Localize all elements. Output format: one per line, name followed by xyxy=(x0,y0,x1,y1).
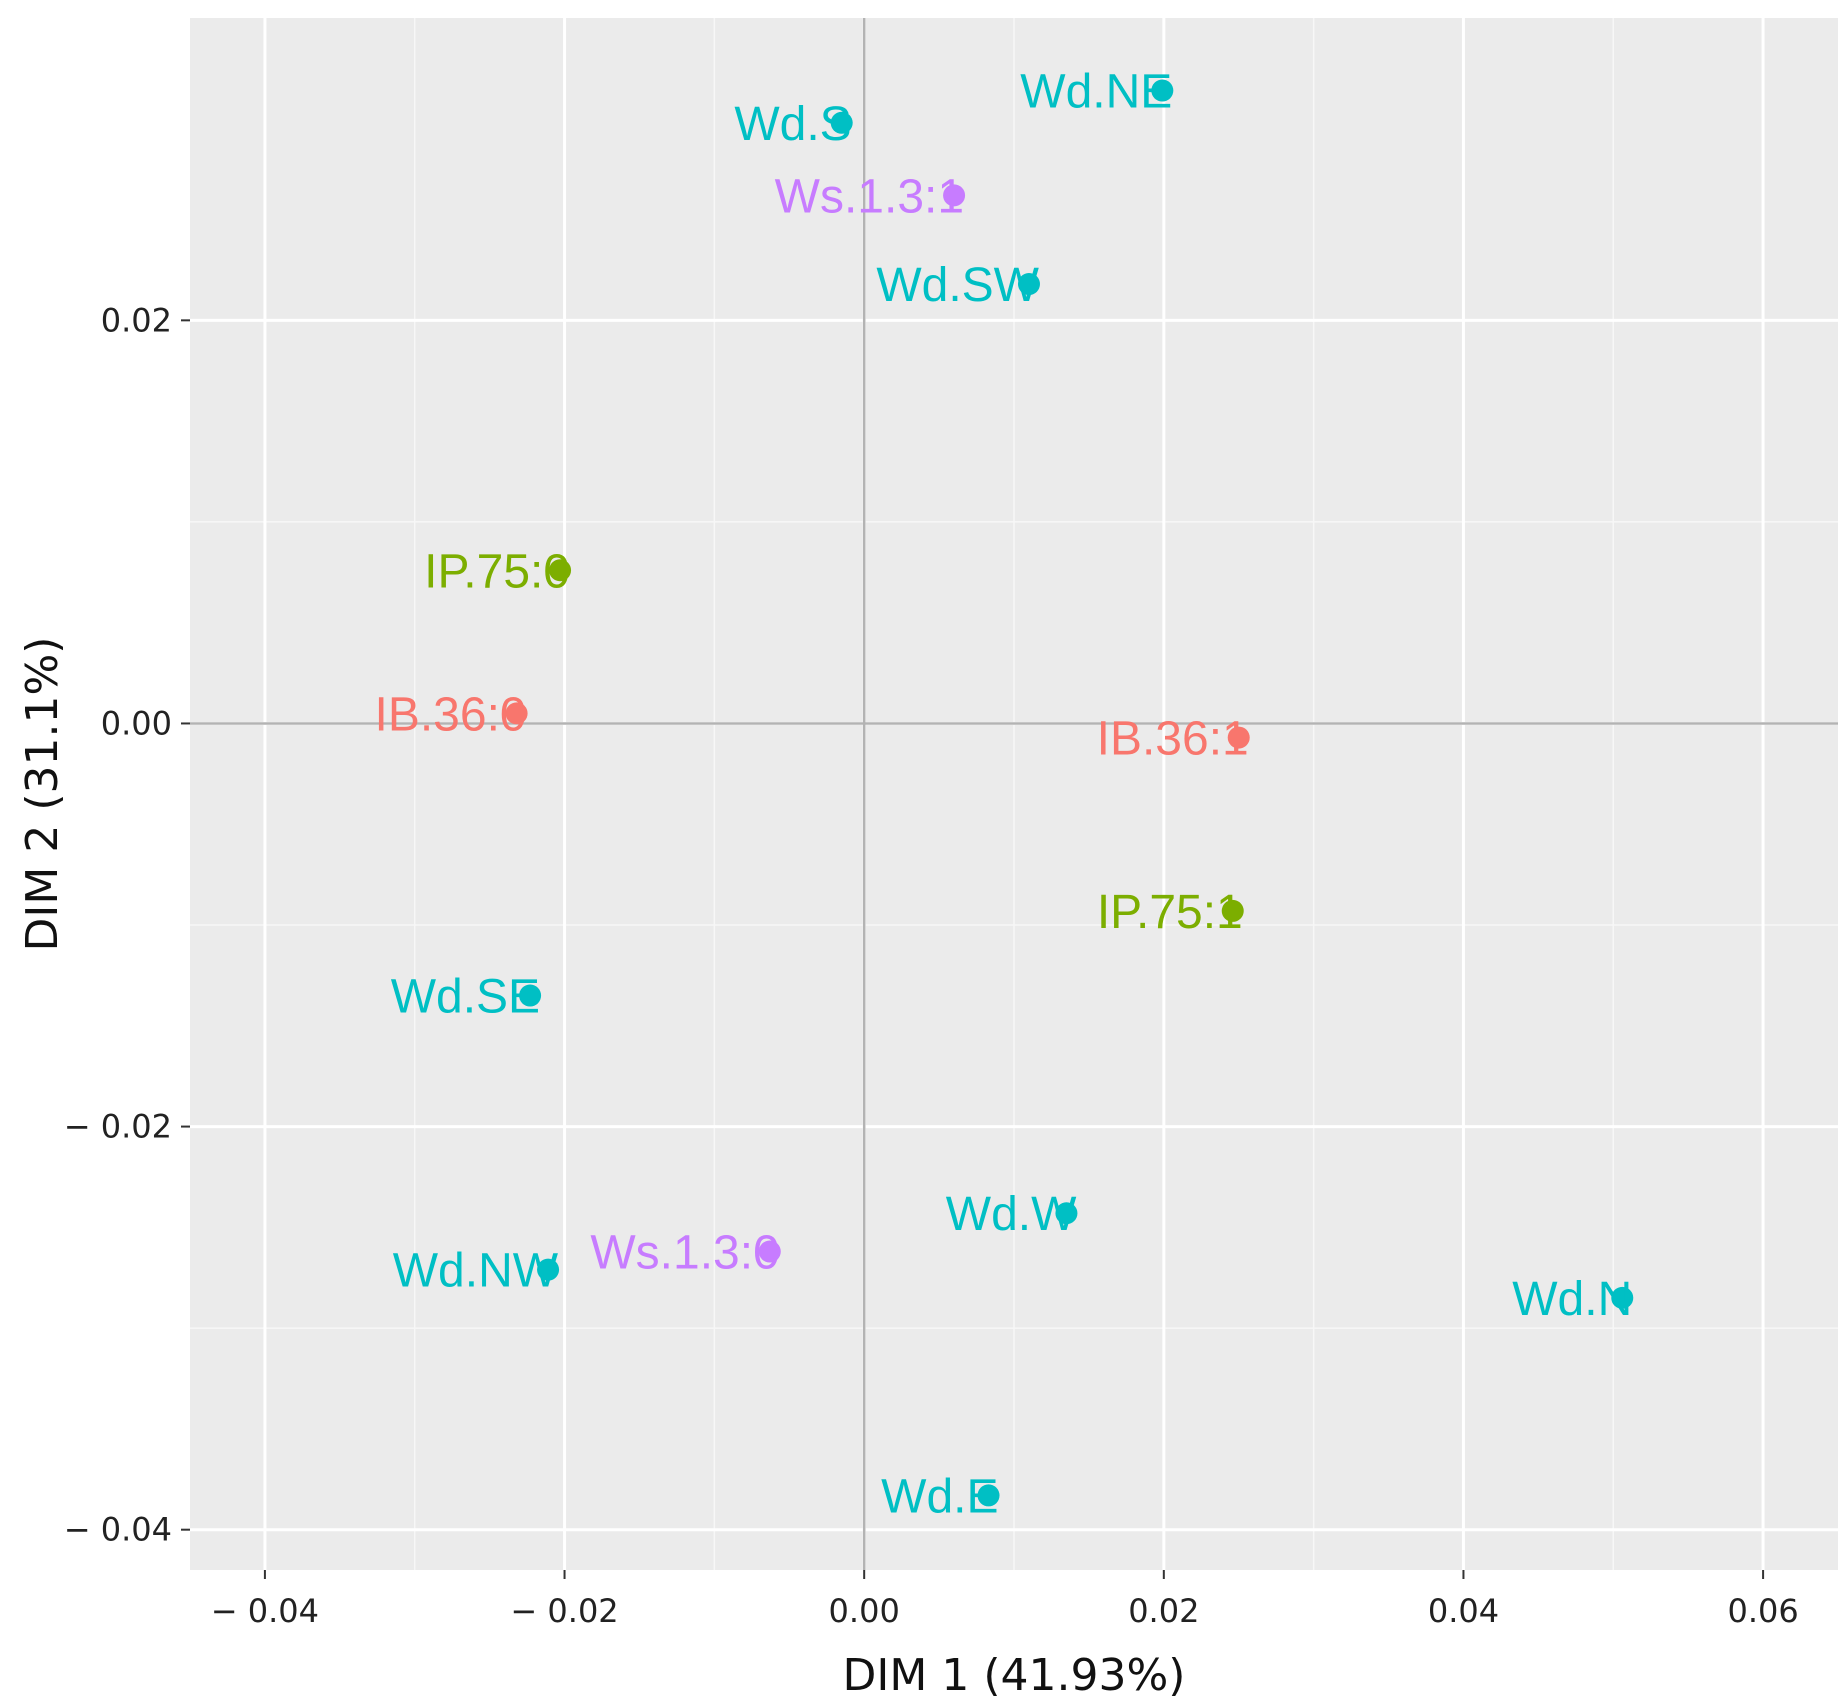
x-tick-label: − 0.02 xyxy=(510,1592,618,1630)
x-axis-ticks: − 0.04 − 0.02 0.00 0.02 0.04 0.06 xyxy=(211,1570,1799,1630)
data-point: Wd.NE xyxy=(1020,66,1174,119)
point-label: Ws.1.3:0 xyxy=(590,1227,779,1280)
x-axis-title: DIM 1 (41.93%) xyxy=(843,1650,1186,1701)
reference-lines xyxy=(190,18,1838,1570)
data-point: Ws.1.3:0 xyxy=(590,1227,781,1280)
point-marker xyxy=(1221,899,1244,922)
point-marker xyxy=(1227,726,1250,749)
point-label: Wd.N xyxy=(1512,1273,1632,1326)
data-point: Wd.SW xyxy=(876,259,1040,312)
data-point: IP.75:0 xyxy=(424,545,572,598)
point-marker xyxy=(830,111,853,134)
point-marker xyxy=(505,702,528,725)
data-point: IB.36:1 xyxy=(1097,713,1250,766)
point-label: IB.36:0 xyxy=(374,688,526,741)
point-marker xyxy=(537,1258,560,1281)
point-label: Wd.SE xyxy=(391,971,540,1024)
x-tick-label: 0.02 xyxy=(1128,1592,1199,1630)
point-marker xyxy=(1017,273,1040,296)
data-point: IB.36:0 xyxy=(374,688,528,741)
data-points: Wd.NE Wd.S Ws.1.3:1 Wd.SW IP.75:0 IB.36:0 IB.3… xyxy=(374,66,1634,1523)
point-label: Wd.NE xyxy=(1020,66,1172,119)
minor-gridlines xyxy=(190,18,1838,1570)
point-marker xyxy=(758,1240,781,1263)
x-tick-label: 0.04 xyxy=(1428,1592,1499,1630)
y-axis-title: DIM 2 (31.1%) xyxy=(17,637,68,952)
data-point: Wd.S xyxy=(734,98,853,151)
point-marker xyxy=(1055,1202,1078,1225)
point-label: IP.75:1 xyxy=(1097,886,1243,939)
point-label: Wd.E xyxy=(881,1470,998,1523)
point-label: Ws.1.3:1 xyxy=(775,170,964,223)
point-label: Wd.NW xyxy=(393,1245,559,1298)
data-point: Wd.NW xyxy=(393,1245,560,1298)
point-label: Wd.W xyxy=(946,1188,1077,1241)
point-marker xyxy=(1611,1286,1634,1309)
data-point: Wd.W xyxy=(946,1188,1078,1241)
point-marker xyxy=(1151,79,1174,102)
point-marker xyxy=(977,1484,1000,1507)
data-point: Wd.E xyxy=(881,1470,1000,1523)
x-tick-label: − 0.04 xyxy=(211,1592,319,1630)
point-label: Wd.SW xyxy=(876,259,1039,312)
data-point: Wd.SE xyxy=(391,971,542,1024)
point-marker xyxy=(549,559,572,582)
y-tick-label: − 0.04 xyxy=(64,1511,172,1549)
point-label: Wd.S xyxy=(734,98,851,151)
data-point: Wd.N xyxy=(1512,1273,1634,1326)
point-label: IB.36:1 xyxy=(1097,713,1249,766)
data-point: Ws.1.3:1 xyxy=(775,170,966,223)
x-tick-label: 0.06 xyxy=(1727,1592,1798,1630)
point-label: IP.75:0 xyxy=(424,545,570,598)
point-marker xyxy=(519,984,542,1007)
y-tick-label: 0.00 xyxy=(101,704,172,742)
y-tick-label: − 0.02 xyxy=(64,1108,172,1146)
point-marker xyxy=(943,184,966,207)
x-tick-label: 0.00 xyxy=(829,1592,900,1630)
y-axis-ticks: 0.02 0.00 − 0.02 − 0.04 xyxy=(64,301,190,1549)
y-tick-label: 0.02 xyxy=(101,301,172,339)
data-point: IP.75:1 xyxy=(1097,886,1244,939)
